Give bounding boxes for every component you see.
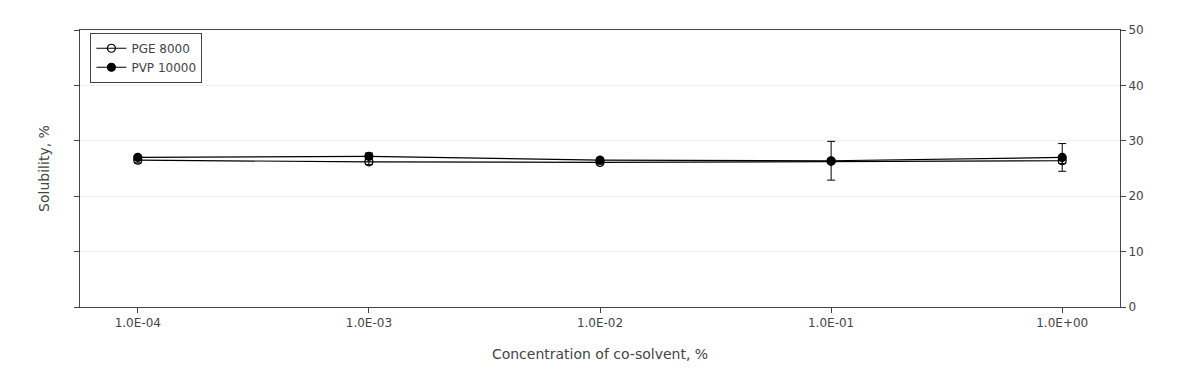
svg-text:Concentration of co-solvent, %: Concentration of co-solvent, % [492, 346, 708, 362]
svg-text:Solubility, %: Solubility, % [36, 125, 52, 212]
svg-text:1.0E-03: 1.0E-03 [346, 316, 392, 330]
svg-text:1.0E-04: 1.0E-04 [115, 316, 161, 330]
svg-text:20: 20 [1128, 189, 1143, 203]
svg-text:30: 30 [1128, 134, 1143, 148]
svg-text:1.0E-01: 1.0E-01 [808, 316, 854, 330]
svg-text:1.0E-02: 1.0E-02 [577, 316, 623, 330]
svg-text:0: 0 [1128, 300, 1136, 314]
svg-text:1.0E+00: 1.0E+00 [1036, 316, 1088, 330]
svg-text:PGE 8000: PGE 8000 [131, 42, 189, 56]
svg-text:PVP 10000: PVP 10000 [131, 61, 196, 75]
svg-text:50: 50 [1128, 23, 1143, 37]
svg-text:10: 10 [1128, 245, 1143, 259]
svg-text:40: 40 [1128, 79, 1143, 93]
